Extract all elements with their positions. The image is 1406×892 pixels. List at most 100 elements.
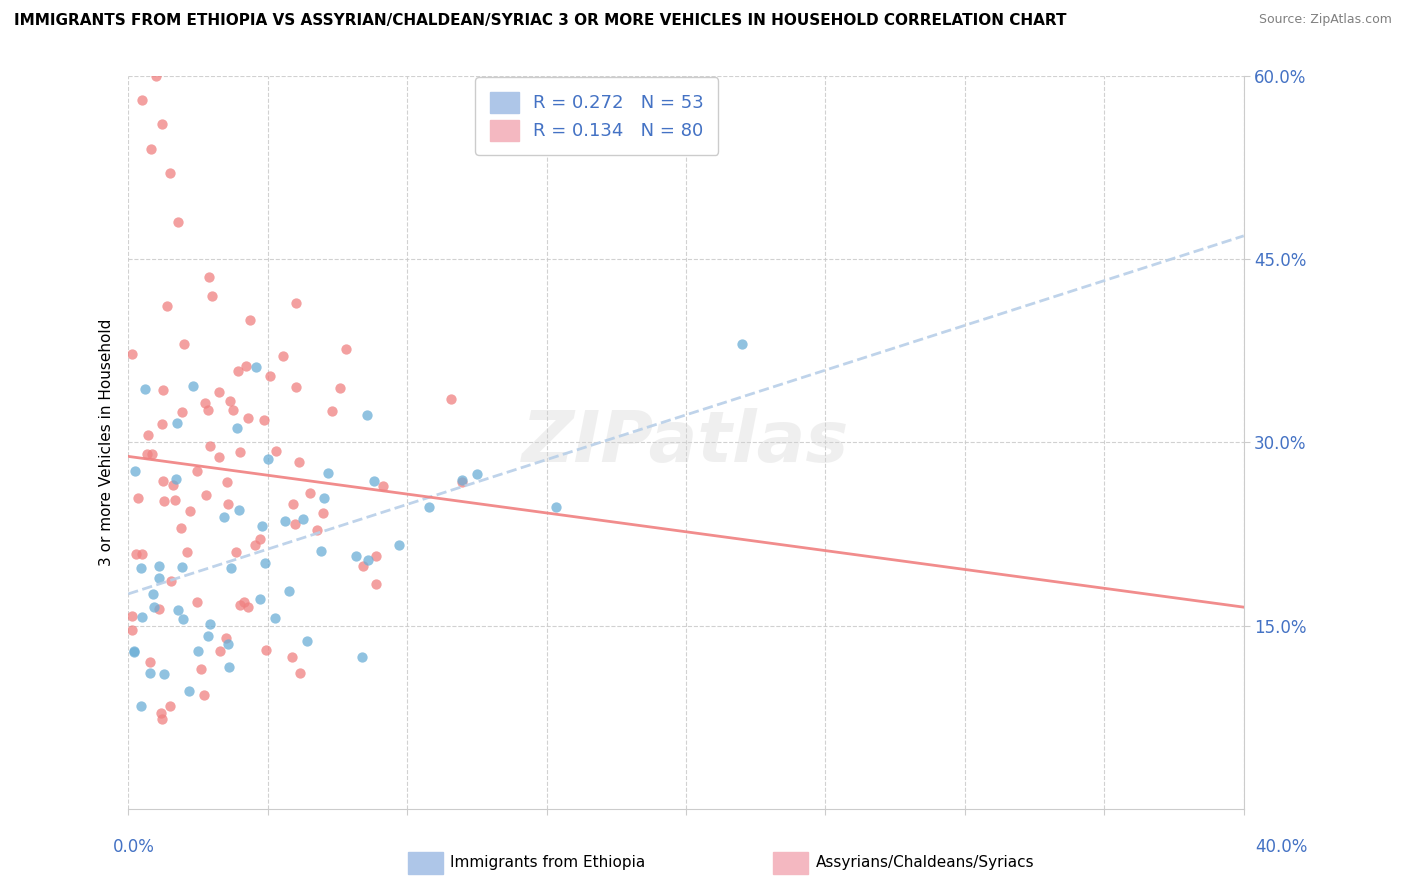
Point <box>197 629 219 643</box>
Point <box>364 577 387 591</box>
Point <box>159 166 181 180</box>
Point <box>139 656 162 670</box>
Point <box>214 632 236 646</box>
Point <box>217 475 239 489</box>
Point <box>177 683 200 698</box>
Point <box>264 444 287 458</box>
Point <box>139 142 162 156</box>
Point <box>352 558 374 573</box>
Text: Source: ZipAtlas.com: Source: ZipAtlas.com <box>1258 13 1392 27</box>
Point <box>363 474 385 488</box>
Point <box>388 538 411 552</box>
Point <box>257 451 280 466</box>
Point <box>314 491 336 506</box>
Point <box>179 504 201 518</box>
Text: Immigrants from Ethiopia: Immigrants from Ethiopia <box>450 855 645 870</box>
Point <box>183 379 205 393</box>
Point <box>217 637 239 651</box>
Point <box>124 464 146 478</box>
Point <box>201 289 224 303</box>
Point <box>451 475 474 489</box>
Point <box>238 599 260 614</box>
Point <box>228 445 250 459</box>
Point <box>194 488 217 502</box>
Point <box>418 500 440 514</box>
Point <box>259 369 281 384</box>
Point <box>162 478 184 492</box>
Point <box>254 556 277 570</box>
Point <box>228 503 250 517</box>
Point <box>290 665 312 680</box>
Point <box>249 532 271 546</box>
Point <box>145 69 167 83</box>
Point <box>194 396 217 410</box>
Point <box>263 611 285 625</box>
Point <box>295 634 318 648</box>
Point <box>193 688 215 702</box>
Point <box>150 117 173 131</box>
Point <box>152 383 174 397</box>
Point <box>321 404 343 418</box>
Point <box>127 491 149 506</box>
Point <box>209 644 232 658</box>
Point <box>167 215 190 229</box>
Point <box>121 609 143 624</box>
Point <box>160 574 183 589</box>
Point <box>138 665 160 680</box>
Point <box>298 485 321 500</box>
Point <box>150 706 173 720</box>
Point <box>312 506 335 520</box>
Point <box>167 603 190 617</box>
Point <box>335 343 357 357</box>
Point <box>226 421 249 435</box>
Point <box>170 560 193 574</box>
Point <box>440 392 463 406</box>
Point <box>197 270 219 285</box>
Point <box>252 519 274 533</box>
Point <box>364 549 387 563</box>
Point <box>165 472 187 486</box>
Point <box>344 549 367 563</box>
Point <box>287 455 309 469</box>
Point <box>159 698 181 713</box>
Point <box>350 650 373 665</box>
Point <box>236 410 259 425</box>
Point <box>121 624 143 638</box>
Point <box>131 699 153 714</box>
Point <box>292 512 315 526</box>
Point <box>142 587 165 601</box>
Point <box>131 609 153 624</box>
Point <box>278 584 301 599</box>
Point <box>129 561 152 575</box>
Point <box>136 427 159 442</box>
Point <box>150 712 173 726</box>
Point <box>198 439 221 453</box>
Text: 0.0%: 0.0% <box>112 838 155 856</box>
Point <box>221 403 243 417</box>
Point <box>218 660 240 674</box>
Point <box>198 616 221 631</box>
Point <box>172 612 194 626</box>
Point <box>245 359 267 374</box>
Point <box>239 313 262 327</box>
Point <box>371 479 394 493</box>
Point <box>134 382 156 396</box>
Point <box>122 645 145 659</box>
Text: IMMIGRANTS FROM ETHIOPIA VS ASSYRIAN/CHALDEAN/SYRIAC 3 OR MORE VEHICLES IN HOUSE: IMMIGRANTS FROM ETHIOPIA VS ASSYRIAN/CHA… <box>14 13 1067 29</box>
Point <box>305 524 328 538</box>
Text: ZIPatlas: ZIPatlas <box>522 408 849 476</box>
Point <box>166 416 188 430</box>
Point <box>136 447 159 461</box>
Point <box>186 595 208 609</box>
Point <box>214 510 236 524</box>
Point <box>273 349 295 363</box>
Point <box>273 515 295 529</box>
Point <box>197 403 219 417</box>
Point <box>148 571 170 585</box>
Point <box>143 599 166 614</box>
Point <box>187 644 209 658</box>
Point <box>254 643 277 657</box>
Point <box>152 494 174 508</box>
Point <box>125 547 148 561</box>
Point <box>253 413 276 427</box>
